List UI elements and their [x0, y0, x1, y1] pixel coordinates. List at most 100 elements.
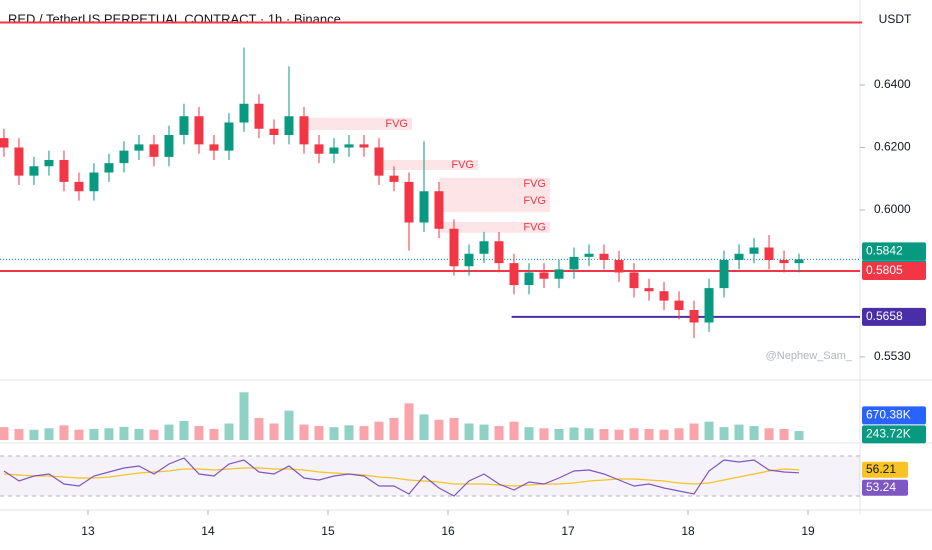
x-tick-label: 15	[321, 524, 335, 538]
candle-body	[479, 241, 489, 254]
candle-body	[209, 144, 219, 151]
rsi-ma-tag: 56.21	[866, 462, 896, 476]
volume-bar	[524, 427, 534, 440]
candle-body	[629, 272, 639, 289]
candle-body	[764, 247, 774, 260]
volume-bar	[464, 423, 474, 440]
candle-body	[659, 291, 669, 301]
rsi-tag-bg	[862, 479, 908, 496]
level-tag: 0.5805	[866, 263, 903, 277]
volume-bar	[599, 429, 609, 440]
candle-body	[524, 272, 534, 285]
candle-body	[599, 253, 609, 260]
level-tag: 0.5658	[866, 309, 903, 323]
rsi-line	[3, 457, 800, 497]
candle-body	[644, 288, 654, 292]
volume-tag-bg	[862, 406, 926, 425]
candle-body	[434, 191, 444, 229]
fvg-label: FVG	[523, 195, 546, 207]
candle-body	[314, 144, 324, 154]
rsi-tag: 53.24	[866, 480, 896, 494]
candle-body	[89, 172, 99, 192]
candle-body	[194, 116, 204, 145]
volume-tag: 670.38K	[866, 408, 911, 422]
volume-tag: 243.72K	[866, 427, 911, 441]
chart-title: RED / TetherUS PERPETUAL CONTRACT · 1h ·…	[8, 11, 341, 26]
fvg-zone	[379, 160, 479, 170]
candle-body	[59, 160, 69, 182]
volume-bar	[149, 429, 159, 440]
volume-bar	[509, 421, 519, 440]
candle-body	[284, 116, 294, 135]
candle-body	[344, 144, 354, 148]
volume-bar	[794, 431, 804, 440]
candle-body	[359, 144, 369, 148]
volume-bar	[299, 424, 309, 440]
watermark: @Nephew_Sam_	[766, 350, 853, 362]
volume-bar	[224, 423, 234, 440]
candle-body	[29, 166, 39, 176]
volume-bar	[764, 428, 774, 440]
volume-bar	[74, 429, 84, 440]
fvg-zone	[305, 117, 412, 130]
candle-body	[539, 272, 549, 279]
fvg-label: FVG	[451, 159, 474, 171]
volume-bar	[329, 427, 339, 440]
volume-bar	[314, 426, 324, 440]
candle-body	[749, 247, 759, 254]
fvg-zone	[439, 221, 551, 233]
volume-bar	[269, 423, 279, 440]
candle-body	[674, 300, 684, 310]
volume-bar	[554, 429, 564, 440]
volume-bar	[719, 427, 729, 440]
x-tick-label: 14	[201, 524, 215, 538]
candle-body	[104, 163, 114, 173]
volume-bar	[254, 418, 264, 440]
candle-body	[704, 288, 714, 323]
x-tick-label: 16	[441, 524, 455, 538]
volume-bar	[494, 426, 504, 440]
candle-body	[149, 144, 159, 157]
last-price-tag: 0.5842	[866, 244, 903, 258]
volume-bar	[134, 429, 144, 440]
candle-body	[299, 116, 309, 145]
candle-body	[554, 269, 564, 279]
volume-bar	[14, 429, 24, 440]
rsi-ma-tag-bg	[862, 461, 908, 478]
volume-bar	[689, 423, 699, 440]
volume-bar	[344, 425, 354, 440]
last-price-tag-bg	[862, 242, 926, 261]
volume-bar	[179, 420, 189, 440]
volume-bar	[779, 429, 789, 440]
volume-bar	[569, 427, 579, 440]
volume-bar	[614, 429, 624, 440]
fvg-zone	[439, 190, 551, 212]
y-tick-label: 0.5530	[874, 349, 911, 363]
volume-bar	[59, 425, 69, 440]
candle-body	[269, 128, 279, 135]
x-tick-label: 19	[801, 524, 815, 538]
fvg-zone	[439, 177, 551, 190]
fvg-label: FVG	[385, 118, 408, 130]
x-tick-label: 13	[81, 524, 95, 538]
candle-body	[404, 181, 414, 223]
volume-bar	[479, 424, 489, 440]
volume-bar	[389, 418, 399, 440]
volume-bar	[359, 426, 369, 440]
volume-bar	[539, 428, 549, 440]
candle-body	[224, 122, 234, 151]
currency[interactable]: USDT	[879, 12, 912, 26]
volume-bar	[704, 421, 714, 440]
volume-bar	[164, 424, 174, 440]
volume-bar	[374, 421, 384, 440]
candle-body	[134, 144, 144, 151]
candle-body	[419, 191, 429, 223]
volume-bar	[419, 414, 429, 440]
fvg-label: FVG	[523, 178, 546, 190]
volume-bar	[239, 392, 249, 440]
volume-bar	[104, 428, 114, 440]
volume-bar	[584, 428, 594, 440]
candle-body	[719, 260, 729, 289]
candle-body	[449, 228, 459, 267]
